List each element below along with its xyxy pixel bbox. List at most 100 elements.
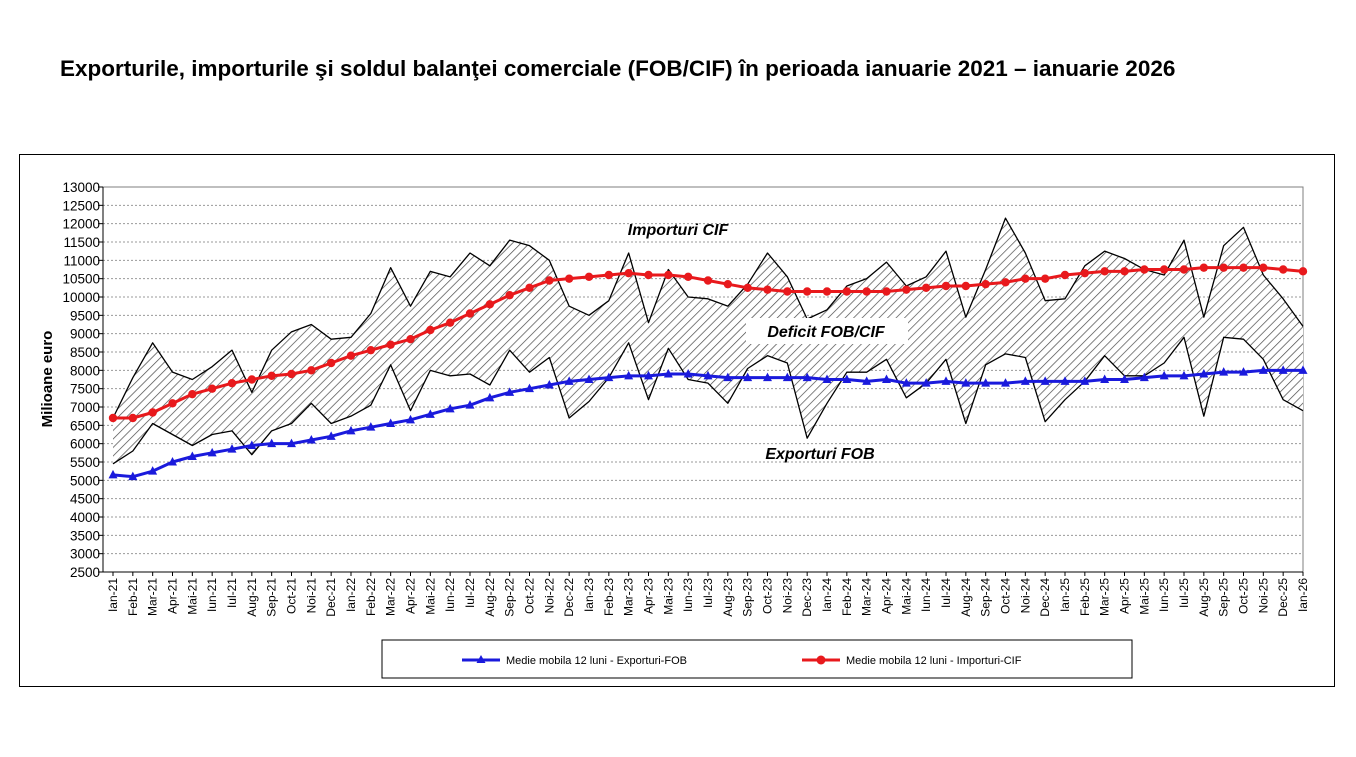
marker-moving-average-imports [287,369,296,379]
x-tick-label: Feb-21 [126,578,140,616]
x-tick-label: Dec-21 [324,578,338,617]
marker-moving-average-exports [227,444,237,453]
marker-moving-average-exports [485,392,495,402]
marker-moving-average-exports [207,447,217,457]
marker-moving-average-exports [802,372,812,382]
x-tick-label: Feb-22 [364,578,378,616]
series-line-monthly-imports [112,217,1304,419]
marker-moving-average-imports [743,283,752,293]
x-tick-label: Aug-21 [245,578,259,617]
x-tick-label: Dec-22 [562,578,576,617]
marker-moving-average-exports [346,425,356,435]
y-tick-label: 11500 [63,235,100,250]
marker-moving-average-imports [1040,274,1050,283]
legend-box [381,639,1133,679]
marker-moving-average-imports [1060,270,1070,280]
marker-moving-average-exports [108,469,118,479]
marker-moving-average-imports [445,318,455,327]
x-tick-label: Oct-25 [1237,578,1251,614]
x-tick-label: Mar-21 [146,578,160,616]
x-tick-label: Aug-24 [959,578,973,617]
x-tick-label: Mai-24 [899,578,913,615]
marker-moving-average-exports [544,380,554,389]
x-tick-label: Iul-23 [701,578,715,608]
y-tick-label: 3500 [70,528,100,543]
marker-moving-average-exports [1120,374,1129,383]
marker-moving-average-imports [247,375,257,384]
x-tick-label: Iul-22 [463,578,477,608]
legend: Medie mobila 12 luni - Exporturi-FOB Med… [381,639,1133,679]
x-tick-label: Mai-23 [661,578,675,615]
marker-moving-average-imports [683,272,693,282]
x-tick-label: Ian-25 [1058,578,1072,612]
marker-moving-average-exports [148,466,158,475]
marker-moving-average-exports [1199,369,1209,378]
marker-moving-average-exports [862,376,872,385]
marker-moving-average-imports [1298,267,1308,276]
marker-moving-average-imports [406,334,415,344]
x-tick-label: Ian-22 [344,578,358,612]
marker-moving-average-exports [406,414,415,424]
marker-moving-average-imports [346,351,356,360]
marker-moving-average-exports [128,471,138,481]
marker-moving-average-exports [822,374,832,383]
chart-title: Exporturile, importurile şi soldul balan… [60,56,1176,81]
marker-moving-average-exports [763,372,772,382]
marker-moving-average-exports [187,451,197,460]
marker-moving-average-imports [1120,267,1129,276]
marker-moving-average-exports [267,438,277,448]
y-tick-label: 8000 [70,363,100,378]
y-tick-label: 9000 [70,327,100,342]
marker-moving-average-exports [505,387,515,396]
marker-moving-average-exports [961,378,971,387]
marker-moving-average-imports [426,325,435,335]
legend-exports-label: Medie mobila 12 luni - Exporturi-FOB [506,655,687,667]
marker-moving-average-exports [723,372,733,382]
x-tick-label: Apr-25 [1118,578,1132,614]
marker-moving-average-exports [1139,372,1149,382]
marker-moving-average-imports [941,281,951,291]
x-tick-label: Dec-25 [1276,578,1290,617]
y-tick-label: 12500 [62,198,100,213]
marker-moving-average-exports [663,369,673,378]
marker-moving-average-exports [624,370,634,380]
x-tick-label: Iun-23 [681,578,695,612]
marker-moving-average-exports [644,370,653,380]
marker-moving-average-imports [1278,265,1288,274]
y-tick-label: 3000 [70,547,100,562]
annotation-exporturi: Exporturi FOB [765,446,874,463]
x-tick-label: Apr-22 [404,578,418,614]
marker-moving-average-exports [1278,365,1288,374]
x-tick-label: Ian-26 [1296,578,1310,612]
x-tick-label: Iun-25 [1157,578,1171,612]
y-tick-label: 5500 [70,455,100,470]
x-tick-label: Oct-21 [285,578,299,614]
marker-moving-average-imports [108,413,118,423]
x-tick-label: Sep-23 [741,578,755,617]
marker-moving-average-imports [207,384,217,393]
x-tick-label: Sep-25 [1217,578,1231,617]
marker-moving-average-exports [921,378,931,387]
x-tick-label: Oct-22 [523,578,537,614]
marker-moving-average-exports [901,378,911,387]
y-axis-label: Milioane euro [39,331,56,428]
x-tick-label: Mar-23 [622,578,636,616]
x-tick-label: Aug-25 [1197,578,1211,617]
y-tick-label: 7500 [70,382,100,397]
marker-moving-average-exports [1080,376,1090,385]
marker-moving-average-exports [1001,378,1010,387]
x-tick-label: Iun-21 [205,578,219,612]
marker-moving-average-imports [842,287,852,296]
x-axis-ticks: Ian-21 Feb-21 Mar-21 Apr-21 Mai-21 Iun-21 Iul-… [103,571,1310,617]
x-tick-label: Aug-23 [721,578,735,617]
x-tick-label: Iul-25 [1177,578,1191,608]
x-tick-label: Feb-23 [602,578,616,616]
marker-moving-average-exports [941,376,951,385]
marker-moving-average-exports [1159,370,1169,380]
y-tick-label: 10500 [62,272,100,287]
marker-moving-average-exports [425,409,435,418]
marker-moving-average-exports [743,372,753,382]
marker-moving-average-imports [168,399,177,408]
x-tick-label: Sep-22 [503,578,517,617]
marker-moving-average-imports [366,345,376,355]
